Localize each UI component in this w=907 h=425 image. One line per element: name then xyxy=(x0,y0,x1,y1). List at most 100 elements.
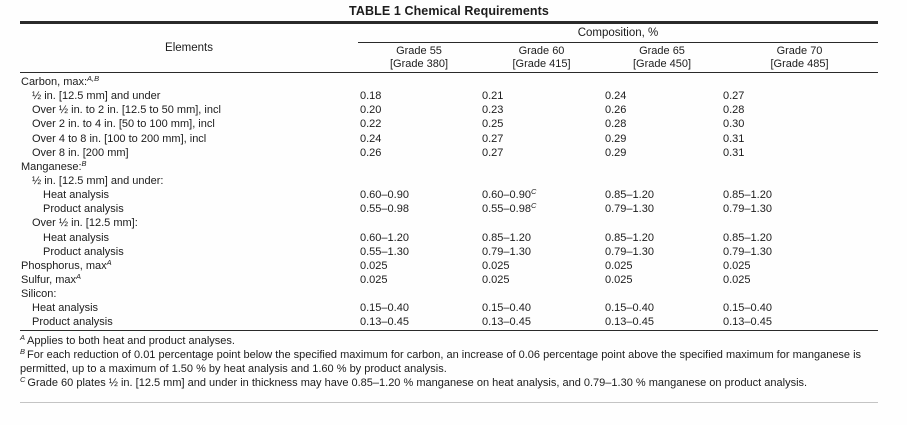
value-cell: 0.15–0.40 xyxy=(723,302,772,315)
table-row: Sulfur, maxA 0.025 0.025 0.025 0.025 xyxy=(20,273,878,287)
header-bottom-rule xyxy=(20,72,878,73)
value-cell xyxy=(358,287,480,301)
grade-column-header: Grade 55 [Grade 380] xyxy=(358,45,480,70)
element-label-cell: Heat analysis xyxy=(43,189,110,202)
table-title: TABLE 1 Chemical Requirements xyxy=(349,4,549,18)
value-cell: 0.85–1.20 xyxy=(723,189,772,202)
value-cell: 0.79–1.30 xyxy=(723,245,772,258)
table-row: Over 8 in. [200 mm] 0.26 0.27 0.29 0.31 xyxy=(20,146,878,160)
value-cell: 0.55–1.30 xyxy=(360,245,409,258)
value-cell: 0.79–1.30 xyxy=(723,203,772,216)
table-row: Heat analysis 0.60–1.20 0.85–1.20 0.85–1.20… xyxy=(20,231,878,245)
value-cell xyxy=(358,216,480,230)
footnote-letter: A xyxy=(20,333,26,342)
value-cell xyxy=(603,287,721,301)
value-cell: 0.29 xyxy=(605,132,627,145)
value-cell: 0.28 xyxy=(605,118,627,131)
value-cell xyxy=(358,174,480,188)
value-cell: 0.22 xyxy=(360,118,382,131)
table-header: Elements Composition, % Grade 55 [Grade 3… xyxy=(20,24,878,72)
grade-column-header: Grade 60 [Grade 415] xyxy=(480,45,603,70)
value-cell xyxy=(721,216,878,230)
table-row: Heat analysis 0.15–0.40 0.15–0.40 0.15–0.40… xyxy=(20,301,878,315)
value-cell xyxy=(358,75,480,89)
superscript-note-ref: A xyxy=(106,257,112,267)
value-cell: 0.55–0.98 xyxy=(360,203,409,216)
footnote-text: Grade 60 plates ½ in. [12.5 mm] and unde… xyxy=(27,376,808,389)
table-row: Carbon, max:A,B xyxy=(20,75,878,89)
value-cell: 0.27 xyxy=(723,90,745,103)
value-cell: 0.30 xyxy=(723,118,745,131)
table-row: Product analysis 0.55–1.30 0.79–1.30 0.79–1… xyxy=(20,245,878,259)
superscript-note-ref: C xyxy=(530,201,537,211)
value-cell: 0.025 xyxy=(360,259,388,272)
table-row: Over 4 to 8 in. [100 to 200 mm], incl 0.2… xyxy=(20,132,878,146)
table-row: Product analysis 0.13–0.45 0.13–0.45 0.13–0… xyxy=(20,315,878,329)
table-row: Phosphorus, maxA 0.025 0.025 0.025 0.025 xyxy=(20,259,878,273)
value-cell: 0.79–1.30 xyxy=(605,203,654,216)
body-bottom-rule xyxy=(20,330,878,331)
value-cell: 0.025 xyxy=(605,273,633,286)
table-row: Silicon: xyxy=(20,287,878,301)
value-cell: 0.15–0.40 xyxy=(360,302,409,315)
table-row: Heat analysis 0.60–0.90 0.60–0.90C 0.85–1.2… xyxy=(20,188,878,202)
value-cell: 0.27 xyxy=(482,146,504,159)
element-label-cell: Heat analysis xyxy=(32,302,99,315)
grade-name: Grade 65 xyxy=(639,45,685,57)
value-cell xyxy=(721,75,878,89)
value-cell: 0.025 xyxy=(482,259,510,272)
footnote-text: For each reduction of 0.01 percentage po… xyxy=(20,349,862,375)
value-cell: 0.60–1.20 xyxy=(360,231,409,244)
grade-metric-name: [Grade 380] xyxy=(389,57,449,70)
composition-header: Composition, % xyxy=(358,24,878,43)
value-cell: 0.20 xyxy=(360,104,382,117)
footnote-item: B For each reduction of 0.01 percentage p… xyxy=(20,348,886,376)
value-cell xyxy=(603,216,721,230)
superscript-note-ref: A xyxy=(76,271,82,281)
element-label-cell: Sulfur, maxA xyxy=(21,271,82,286)
footnote-item: A Applies to both heat and product analys… xyxy=(20,333,886,349)
bottom-rule xyxy=(20,402,878,403)
value-cell: 0.13–0.45 xyxy=(482,316,531,329)
value-cell: 0.60–0.90C xyxy=(482,187,537,202)
value-cell: 0.25 xyxy=(482,118,504,131)
value-cell: 0.13–0.45 xyxy=(360,316,409,329)
table-row: Manganese:B xyxy=(20,160,878,174)
value-cell xyxy=(721,174,878,188)
grade-metric-name: [Grade 485] xyxy=(770,57,829,70)
value-cell: 0.27 xyxy=(482,132,504,145)
grade-name: Grade 70 xyxy=(776,45,823,57)
value-cell: 0.025 xyxy=(723,259,751,272)
element-label-cell: ½ in. [12.5 mm] and under xyxy=(32,90,161,103)
value-cell xyxy=(603,75,721,89)
superscript-note-ref: C xyxy=(530,187,537,197)
value-cell: 0.24 xyxy=(360,132,382,145)
element-label-cell: Over 4 to 8 in. [100 to 200 mm], incl xyxy=(32,132,207,145)
value-cell xyxy=(603,174,721,188)
table-row: ½ in. [12.5 mm] and under: xyxy=(20,174,878,188)
value-cell xyxy=(358,160,480,174)
element-label-cell: Phosphorus, maxA xyxy=(21,257,112,272)
value-cell: 0.15–0.40 xyxy=(605,302,654,315)
value-cell: 0.025 xyxy=(723,273,751,286)
value-cell: 0.85–1.20 xyxy=(723,231,772,244)
value-cell: 0.21 xyxy=(482,90,504,103)
value-cell: 0.025 xyxy=(360,273,388,286)
element-label-cell: Over 8 in. [200 mm] xyxy=(32,146,129,159)
footnote-item: C Grade 60 plates ½ in. [12.5 mm] and und… xyxy=(20,376,886,391)
grade-column-header: Grade 65 [Grade 450] xyxy=(603,45,721,70)
element-label-cell: Over 2 in. to 4 in. [50 to 100 mm], incl xyxy=(32,118,215,131)
value-cell: 0.31 xyxy=(723,132,745,145)
element-label-cell: Carbon, max:A,B xyxy=(21,74,100,88)
value-cell: 0.85–1.20 xyxy=(605,231,654,244)
value-cell xyxy=(480,160,603,174)
element-label-cell: Product analysis xyxy=(32,316,113,329)
element-label-cell: Heat analysis xyxy=(43,231,110,244)
footnote-text: Applies to both heat and product analyse… xyxy=(27,335,235,347)
value-cell: 0.29 xyxy=(605,146,627,159)
table-body: Carbon, max:A,B ½ in. [12.5 mm] and under… xyxy=(20,75,878,330)
table-row: ½ in. [12.5 mm] and under 0.18 0.21 0.24 0.2… xyxy=(20,89,878,103)
table-row: Over ½ in. to 2 in. [12.5 to 50 mm], inc… xyxy=(20,103,878,117)
element-label-cell: ½ in. [12.5 mm] and under: xyxy=(32,174,164,187)
